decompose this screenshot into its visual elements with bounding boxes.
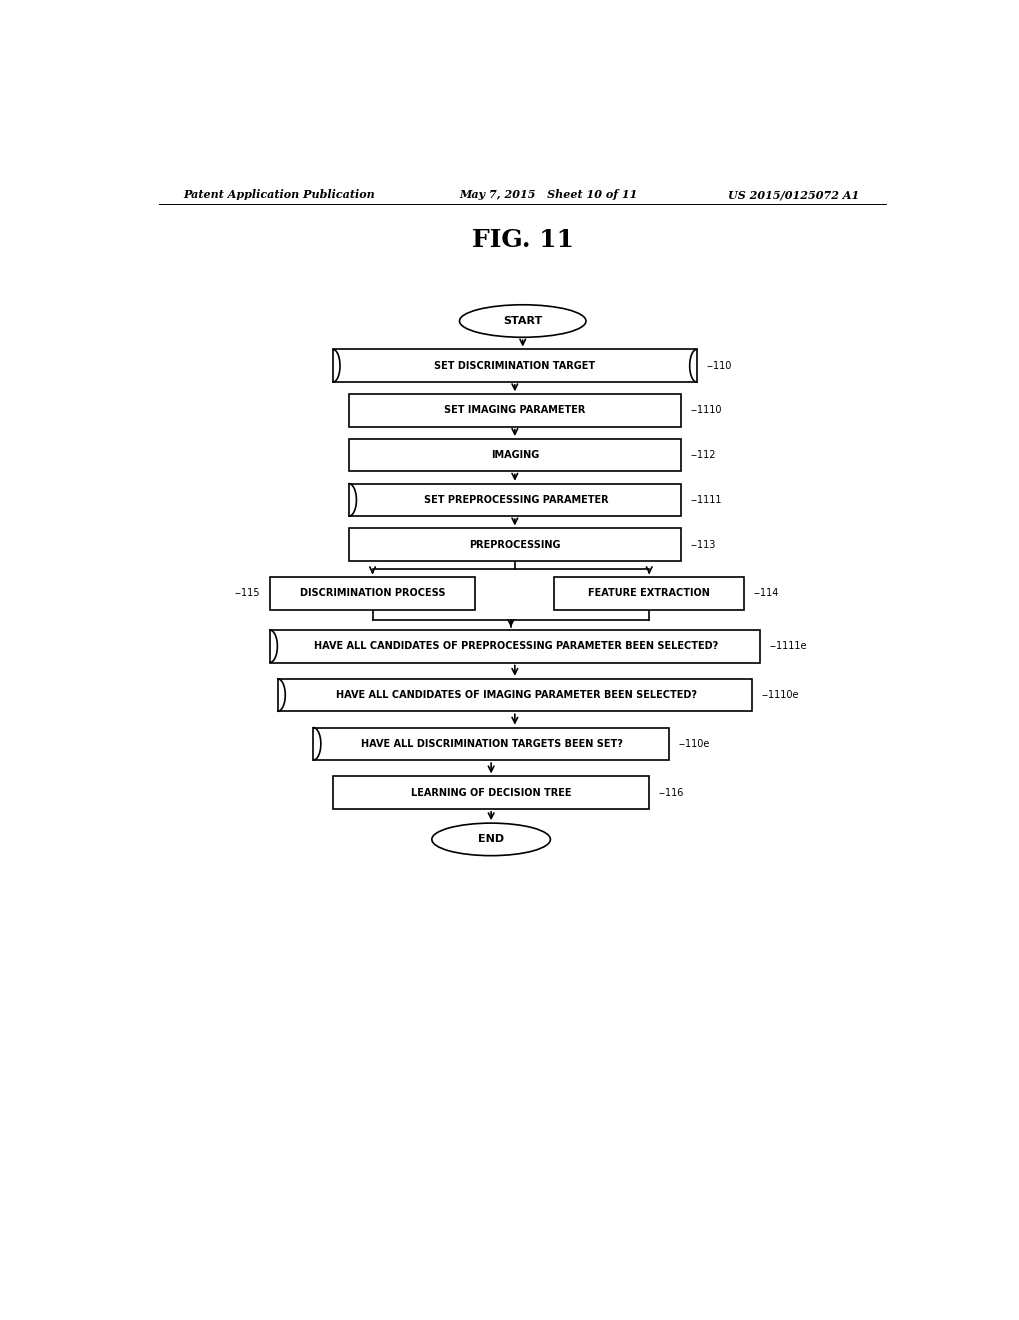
FancyBboxPatch shape xyxy=(333,776,649,809)
FancyBboxPatch shape xyxy=(348,395,681,426)
Text: DISCRIMINATION PROCESS: DISCRIMINATION PROCESS xyxy=(300,589,445,598)
Text: START: START xyxy=(502,315,542,326)
Text: HAVE ALL DISCRIMINATION TARGETS BEEN SET?: HAVE ALL DISCRIMINATION TARGETS BEEN SET… xyxy=(361,739,623,748)
FancyBboxPatch shape xyxy=(348,528,681,561)
Ellipse shape xyxy=(459,305,585,338)
Ellipse shape xyxy=(431,824,550,855)
Text: May 7, 2015   Sheet 10 of 11: May 7, 2015 Sheet 10 of 11 xyxy=(459,190,637,201)
FancyBboxPatch shape xyxy=(554,577,744,610)
Text: --1110e: --1110e xyxy=(761,690,798,700)
Text: --1111: --1111 xyxy=(690,495,721,506)
Text: --114: --114 xyxy=(753,589,779,598)
Text: IMAGING: IMAGING xyxy=(490,450,538,461)
Text: SET PREPROCESSING PARAMETER: SET PREPROCESSING PARAMETER xyxy=(423,495,607,506)
FancyBboxPatch shape xyxy=(269,577,475,610)
Text: --110: --110 xyxy=(705,360,731,371)
Text: --1111e: --1111e xyxy=(768,642,806,651)
Text: --113: --113 xyxy=(690,540,715,549)
Text: --115: --115 xyxy=(234,589,260,598)
FancyBboxPatch shape xyxy=(333,350,696,381)
FancyBboxPatch shape xyxy=(277,678,751,711)
Text: Patent Application Publication: Patent Application Publication xyxy=(182,190,374,201)
Text: SET IMAGING PARAMETER: SET IMAGING PARAMETER xyxy=(443,405,585,416)
Text: FIG. 11: FIG. 11 xyxy=(471,228,573,252)
FancyBboxPatch shape xyxy=(313,727,668,760)
Text: HAVE ALL CANDIDATES OF IMAGING PARAMETER BEEN SELECTED?: HAVE ALL CANDIDATES OF IMAGING PARAMETER… xyxy=(335,690,696,700)
Text: FEATURE EXTRACTION: FEATURE EXTRACTION xyxy=(588,589,709,598)
Text: END: END xyxy=(478,834,503,845)
Text: --112: --112 xyxy=(690,450,715,461)
FancyBboxPatch shape xyxy=(348,440,681,471)
Text: --1110: --1110 xyxy=(690,405,721,416)
Text: HAVE ALL CANDIDATES OF PREPROCESSING PARAMETER BEEN SELECTED?: HAVE ALL CANDIDATES OF PREPROCESSING PAR… xyxy=(314,642,717,651)
FancyBboxPatch shape xyxy=(269,630,759,663)
Text: LEARNING OF DECISION TREE: LEARNING OF DECISION TREE xyxy=(411,788,571,797)
Text: SET DISCRIMINATION TARGET: SET DISCRIMINATION TARGET xyxy=(434,360,595,371)
Text: --116: --116 xyxy=(658,788,684,797)
FancyBboxPatch shape xyxy=(348,483,681,516)
Text: US 2015/0125072 A1: US 2015/0125072 A1 xyxy=(728,190,859,201)
Text: --110e: --110e xyxy=(678,739,709,748)
Text: PREPROCESSING: PREPROCESSING xyxy=(469,540,560,549)
